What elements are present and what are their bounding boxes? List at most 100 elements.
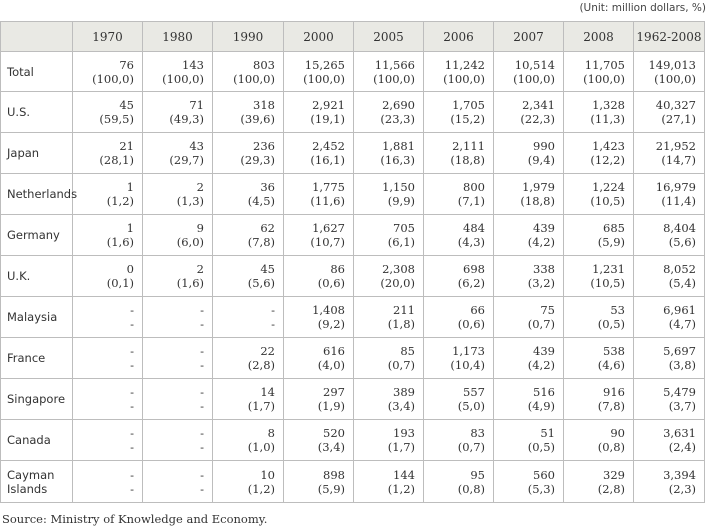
share-value: (2,8) xyxy=(247,358,275,372)
share-value: (27,1) xyxy=(661,112,696,126)
value-cell: 211 (1,8) xyxy=(353,296,424,338)
amount-value: 297 xyxy=(323,385,345,399)
share-value: - xyxy=(130,481,134,496)
amount-value: 557 xyxy=(463,385,485,399)
amount-value: 1,627 xyxy=(312,221,345,235)
value-cell: 2 (1,6) xyxy=(142,255,213,297)
amount-value: 66 xyxy=(470,303,485,317)
row-label: U.K. xyxy=(0,255,73,297)
amount-value: 1,150 xyxy=(382,180,415,194)
amount-value: 75 xyxy=(540,303,555,317)
share-value: (4,7) xyxy=(668,317,696,331)
value-cell: -- xyxy=(142,419,213,461)
amount-value: - xyxy=(200,426,204,440)
value-cell: 1,328 (11,3) xyxy=(563,91,634,133)
amount-value: 21 xyxy=(119,139,134,153)
row-label: Canada xyxy=(0,419,73,461)
amount-value: 685 xyxy=(603,221,625,235)
share-value: (1,6) xyxy=(176,276,204,290)
value-cell: 1,173 (10,4) xyxy=(423,337,494,379)
row-label-line: Cayman xyxy=(7,467,55,482)
amount-value: 560 xyxy=(533,467,555,482)
amount-value: 538 xyxy=(603,344,625,358)
value-cell: 5,697 (3,8) xyxy=(633,337,705,379)
value-cell: 1,423 (12,2) xyxy=(563,132,634,174)
table-row: Netherlands 1 (1,2) 2 (1,3) 36 (4,5) 1,775 (11,6… xyxy=(0,173,705,215)
share-value: (10,5) xyxy=(590,276,625,290)
amount-value: 9 xyxy=(196,221,204,235)
share-value: (11,3) xyxy=(590,112,625,126)
header-row: 1970 1980 1990 2000 2005 2006 2007 2008 1962-200… xyxy=(0,21,705,52)
share-value: - xyxy=(271,317,275,331)
value-cell: 1 (1,2) xyxy=(72,173,143,215)
value-cell: 8 (1,0) xyxy=(212,419,284,461)
value-cell: 1,775 (11,6) xyxy=(283,173,354,215)
amount-value: - xyxy=(200,303,204,317)
value-cell: -- xyxy=(72,419,143,461)
row-label: Germany xyxy=(0,214,73,256)
value-cell: 685 (5,9) xyxy=(563,214,634,256)
share-value: (0,1) xyxy=(106,276,134,290)
value-cell: 16,979 (11,4) xyxy=(633,173,705,215)
amount-value: 8,404 xyxy=(663,221,696,235)
amount-value: 16,979 xyxy=(655,180,696,194)
value-cell: 236 (29,3) xyxy=(212,132,284,174)
value-cell: 2,921 (19,1) xyxy=(283,91,354,133)
amount-value: 439 xyxy=(533,221,555,235)
amount-value: 990 xyxy=(533,139,555,153)
share-value: (0,6) xyxy=(317,276,345,290)
value-cell: 616 (4,0) xyxy=(283,337,354,379)
value-cell: 1,231 (10,5) xyxy=(563,255,634,297)
value-cell: 10 (1,2) xyxy=(212,460,284,503)
share-value: - xyxy=(200,358,204,372)
amount-value: 53 xyxy=(610,303,625,317)
share-value: (5,6) xyxy=(247,276,275,290)
value-cell: 2 (1,3) xyxy=(142,173,213,215)
value-cell: 11,566 (100,0) xyxy=(353,51,424,92)
amount-value: 329 xyxy=(603,467,625,482)
amount-value: 5,697 xyxy=(663,344,696,358)
amount-value: 86 xyxy=(330,262,345,276)
share-value: (4,6) xyxy=(597,358,625,372)
amount-value: 1,231 xyxy=(592,262,625,276)
share-value: (100,0) xyxy=(303,71,345,86)
share-value: (5,0) xyxy=(457,399,485,413)
share-value: (9,9) xyxy=(387,194,415,208)
value-cell: 22 (2,8) xyxy=(212,337,284,379)
value-cell: 6,961 (4,7) xyxy=(633,296,705,338)
table-row: Canada - - - -8 (1,0) 520 (3,4) 193 (1,7) 83 (0,7) 5… xyxy=(0,419,705,461)
value-cell: 2,308 (20,0) xyxy=(353,255,424,297)
share-value: (7,1) xyxy=(457,194,485,208)
amount-value: 149,013 xyxy=(648,57,696,72)
row-label: Singapore xyxy=(0,378,73,420)
value-cell: 898 (5,9) xyxy=(283,460,354,503)
value-cell: 338 (3,2) xyxy=(493,255,564,297)
share-value: (1,9) xyxy=(317,399,345,413)
share-value: - xyxy=(130,399,134,413)
header-cell-2005: 2005 xyxy=(353,21,424,52)
header-cell-2007: 2007 xyxy=(493,21,564,52)
share-value: (5,9) xyxy=(317,481,345,496)
value-cell: 2,452 (16,1) xyxy=(283,132,354,174)
value-cell: 83 (0,7) xyxy=(423,419,494,461)
amount-value: 2,452 xyxy=(312,139,345,153)
row-label: Cayman Islands xyxy=(0,460,73,503)
value-cell: 45 (5,6) xyxy=(212,255,284,297)
table-row: U.K. 0 (0,1) 2 (1,6) 45 (5,6) 86 (0,6) 2,308 (20,0… xyxy=(0,255,705,297)
table-row: Malaysia - - - - - -1,408 (9,2) 211 (1,8) 66 (0,6) 7… xyxy=(0,296,705,338)
amount-value: 11,566 xyxy=(374,57,415,72)
table-row: Total 76 (100,0) 143 (100,0) 803 (100,0) 15,265… xyxy=(0,51,705,92)
value-cell: 11,242 (100,0) xyxy=(423,51,494,92)
amount-value: 43 xyxy=(189,139,204,153)
share-value: (29,7) xyxy=(169,153,204,167)
value-cell: 8,404 (5,6) xyxy=(633,214,705,256)
share-value: (1,8) xyxy=(387,317,415,331)
value-cell: 389 (3,4) xyxy=(353,378,424,420)
amount-value: 14 xyxy=(260,385,275,399)
amount-value: 1,979 xyxy=(522,180,555,194)
share-value: (100,0) xyxy=(162,71,204,86)
value-cell: 2,341 (22,3) xyxy=(493,91,564,133)
amount-value: 3,631 xyxy=(663,426,696,440)
amount-value: 2,341 xyxy=(522,98,555,112)
value-cell: 0 (0,1) xyxy=(72,255,143,297)
